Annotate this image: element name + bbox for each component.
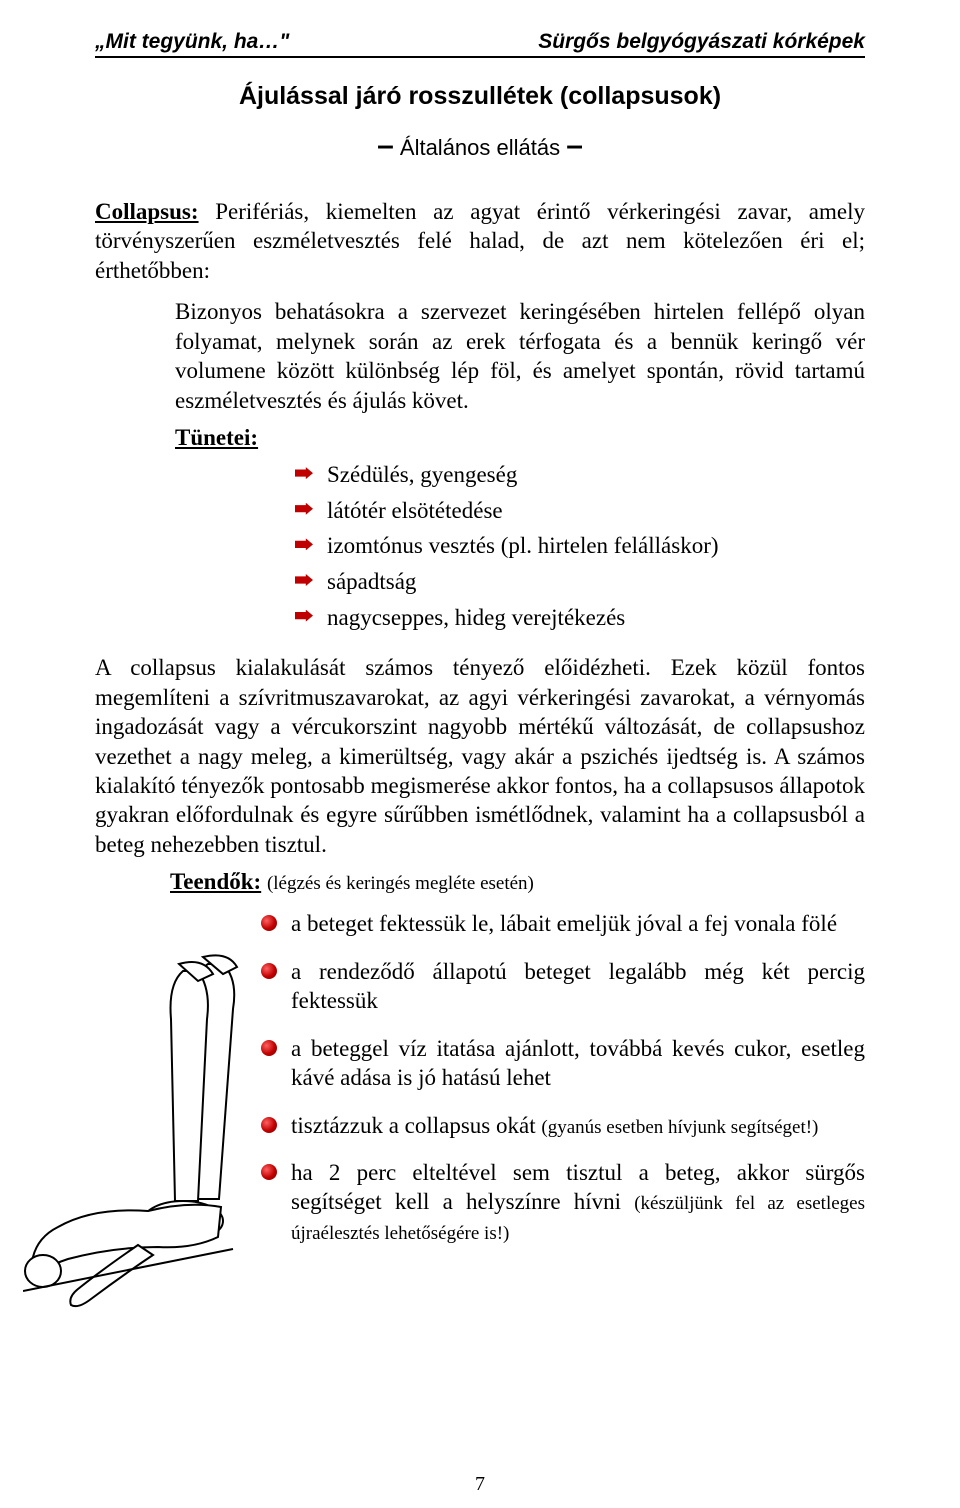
page-subtitle: – Általános ellátás – [95,129,865,163]
page-header: „Mit tegyünk, ha…" Sürgős belgyógyászati… [95,30,865,58]
action-text: a beteget fektessük le, lábait emeljük j… [291,911,837,936]
definition-paragraph: Bizonyos behatásokra a szervezet keringé… [175,297,865,415]
page-number: 7 [0,1473,960,1496]
actions-list: a beteget fektessük le, lábait emeljük j… [261,909,865,1264]
teendok-heading: Teendők: (légzés és keringés megléte ese… [170,869,865,895]
dash-right: – [566,129,583,162]
document-page: „Mit tegyünk, ha…" Sürgős belgyógyászati… [0,0,960,1508]
symptom-item: nagycseppes, hideg verejtékezés [295,600,865,636]
collapsus-paragraph: Collapsus: Perifériás, kiemelten az agya… [95,197,865,285]
teendok-note: (légzés és keringés megléte esetén) [267,873,534,894]
teendok-label: Teendők: [170,869,261,894]
illustration-legs-raised [23,949,253,1369]
header-left: „Mit tegyünk, ha…" [95,30,289,54]
action-note: (gyanús esetben hívjunk segítséget!) [541,1117,818,1138]
collapsus-label: Collapsus: [95,199,199,224]
symptoms-list: Szédülés, gyengeség látótér elsötétedése… [295,457,865,635]
person-lying-icon [23,949,253,1369]
action-item: tisztázzuk a collapsus okát (gyanús eset… [261,1111,865,1140]
symptom-item: sápadtság [295,564,865,600]
collapsus-text: Perifériás, kiemelten az agyat érintő vé… [95,199,865,283]
action-item: a beteggel víz itatása ajánlott, továbbá… [261,1034,865,1093]
symptom-item: izomtónus vesztés (pl. hirtelen felállás… [295,528,865,564]
symptom-item: Szédülés, gyengeség [295,457,865,493]
actions-block: a beteget fektessük le, lábait emeljük j… [95,909,865,1369]
page-title: Ájulással járó rosszullétek (collapsusok… [95,82,865,111]
symptom-item: látótér elsötétedése [295,493,865,529]
subtitle-text: Általános ellátás [400,135,560,160]
tunetei-label: Tünetei: [175,425,865,451]
action-item: a beteget fektessük le, lábait emeljük j… [261,909,865,938]
header-right: Sürgős belgyógyászati kórképek [538,30,865,54]
explanation-paragraph: A collapsus kialakulását számos tényező … [95,653,865,859]
dash-left: – [377,129,394,162]
action-item: a rendeződő állapotú beteget legalább mé… [261,957,865,1016]
action-text: a rendeződő állapotú beteget legalább mé… [291,959,865,1013]
action-text: a beteggel víz itatása ajánlott, továbbá… [291,1036,865,1090]
action-item: ha 2 perc elteltével sem tisztul a beteg… [261,1158,865,1246]
action-text: tisztázzuk a collapsus okát [291,1113,541,1138]
